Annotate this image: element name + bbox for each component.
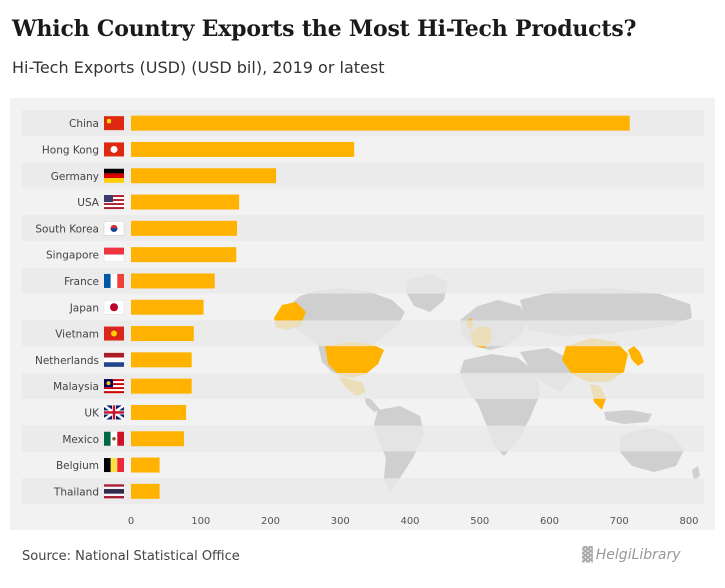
category-label: Netherlands xyxy=(35,355,99,367)
bar-singapore xyxy=(131,247,237,263)
helgi-library-logo: ▓ HelgiLibrary xyxy=(582,547,681,563)
row-band xyxy=(22,478,704,504)
flag-my-icon xyxy=(104,379,124,394)
category-label: Singapore xyxy=(46,250,99,262)
row-band xyxy=(22,425,704,452)
flag-hk-icon xyxy=(104,142,124,157)
x-tick-label: 500 xyxy=(470,516,489,527)
category-label: Malaysia xyxy=(53,381,99,393)
bar-china xyxy=(131,115,630,131)
x-tick-label: 700 xyxy=(610,516,629,527)
bar-uk xyxy=(131,404,187,420)
row-band xyxy=(22,215,704,241)
bar-malaysia xyxy=(131,378,192,394)
flag-kr-icon xyxy=(103,221,125,236)
x-tick-label: 100 xyxy=(191,516,210,527)
x-tick-label: 800 xyxy=(679,516,698,527)
category-label: Mexico xyxy=(62,434,99,446)
category-label: France xyxy=(64,276,99,288)
category-label: UK xyxy=(84,407,100,419)
category-label: South Korea xyxy=(35,223,99,235)
flag-nl-icon xyxy=(104,352,124,367)
bar-thailand xyxy=(131,483,160,499)
flag-fr-icon xyxy=(104,273,124,288)
flag-cn-icon xyxy=(104,116,124,131)
map-new-zealand xyxy=(692,466,700,480)
flag-th-icon xyxy=(104,484,124,499)
bar-belgium xyxy=(131,457,160,473)
map-indonesia xyxy=(604,410,652,424)
category-label: USA xyxy=(77,197,100,209)
bar-germany xyxy=(131,168,277,184)
bar-hong-kong xyxy=(131,141,355,157)
row-band xyxy=(22,373,704,399)
flag-mx-icon xyxy=(104,431,124,446)
map-central-america xyxy=(364,396,380,412)
chart-title: Which Country Exports the Most Hi-Tech P… xyxy=(12,16,637,42)
category-label: Thailand xyxy=(53,486,99,498)
x-tick-label: 200 xyxy=(261,516,280,527)
flag-jp-icon xyxy=(103,300,125,315)
x-tick-label: 300 xyxy=(331,516,350,527)
row-band xyxy=(22,320,704,347)
map-korea-japan xyxy=(628,346,644,366)
bar-south-korea xyxy=(131,220,238,236)
category-labels: China Hong Kong Germany USA South Korea Singa… xyxy=(35,118,100,498)
map-china xyxy=(562,338,628,382)
flag-uk-icon xyxy=(103,404,125,421)
category-label: Hong Kong xyxy=(42,144,99,156)
flag-de-icon xyxy=(104,168,124,183)
map-usa xyxy=(325,342,384,378)
row-band xyxy=(22,162,704,189)
bar-netherlands xyxy=(131,352,192,368)
flags-group xyxy=(103,116,125,499)
category-label: Vietnam xyxy=(55,329,99,341)
flag-us-icon xyxy=(104,195,124,210)
bar-france xyxy=(131,273,215,289)
building-icon: ▓ xyxy=(582,547,593,563)
x-tick-label: 0 xyxy=(128,516,134,527)
x-axis: 0 100 200 300 400 500 600 700 800 xyxy=(128,516,699,527)
bars-group xyxy=(131,115,630,499)
flag-vn-icon xyxy=(104,326,124,341)
category-label: Japan xyxy=(69,302,99,314)
logo-text: HelgiLibrary xyxy=(595,547,681,563)
category-label: China xyxy=(69,118,99,130)
flag-sg-icon xyxy=(103,247,125,262)
bar-vietnam xyxy=(131,326,194,342)
category-label: Belgium xyxy=(56,460,99,472)
bar-mexico xyxy=(131,431,185,447)
category-label: Germany xyxy=(51,171,99,183)
row-band xyxy=(22,267,704,294)
flag-be-icon xyxy=(104,458,124,473)
source-note: Source: National Statistical Office xyxy=(22,549,240,564)
bar-japan xyxy=(131,299,204,315)
chart-subtitle: Hi-Tech Exports (USD) (USD bil), 2019 or… xyxy=(12,58,385,77)
x-tick-label: 600 xyxy=(540,516,559,527)
x-tick-label: 400 xyxy=(400,516,419,527)
bar-usa xyxy=(131,194,240,210)
